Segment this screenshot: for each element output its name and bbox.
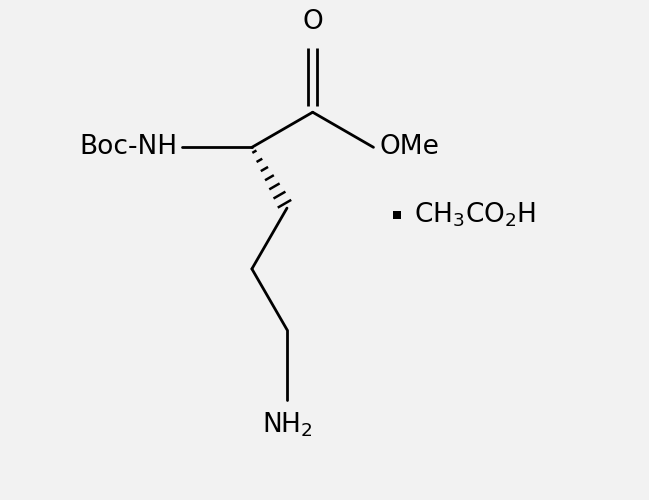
Text: CH$_3$CO$_2$H: CH$_3$CO$_2$H [414, 201, 536, 230]
Text: NH$_2$: NH$_2$ [262, 410, 312, 439]
Text: O: O [302, 9, 323, 35]
Text: OMe: OMe [379, 134, 439, 160]
Text: Boc-NH: Boc-NH [80, 134, 178, 160]
Bar [393, 210, 402, 220]
